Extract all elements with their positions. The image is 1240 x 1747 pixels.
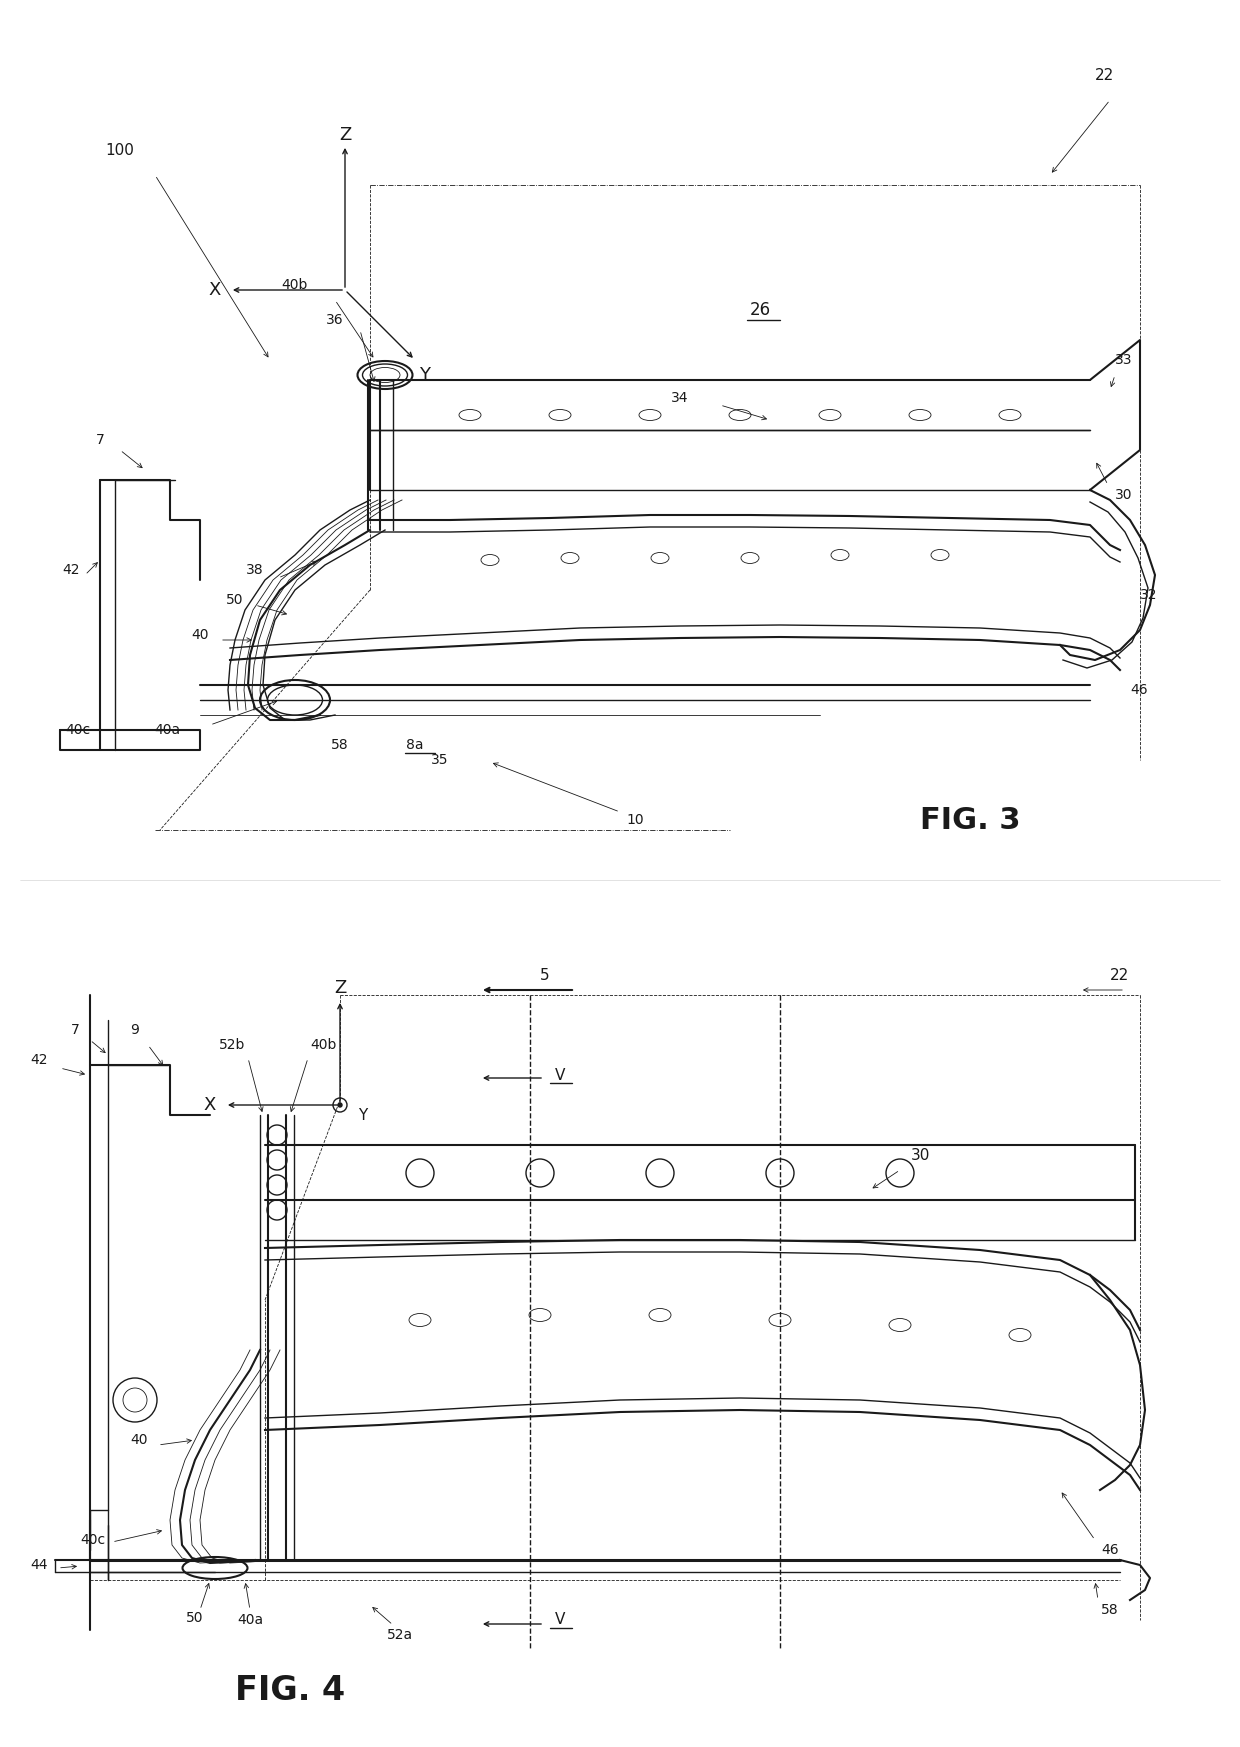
Text: 42: 42	[62, 563, 79, 577]
Text: 50: 50	[226, 592, 244, 606]
Text: 8a: 8a	[407, 737, 424, 751]
Text: 38: 38	[247, 563, 264, 577]
Text: 40c: 40c	[64, 723, 91, 737]
Text: X: X	[208, 281, 221, 299]
Text: 30: 30	[1115, 487, 1132, 501]
Text: 46: 46	[1130, 683, 1148, 697]
Text: 22: 22	[1110, 968, 1130, 982]
Text: V: V	[554, 1067, 565, 1083]
Text: 9: 9	[130, 1024, 139, 1038]
Text: X: X	[203, 1095, 216, 1115]
Text: Z: Z	[334, 978, 346, 998]
Text: 30: 30	[910, 1148, 930, 1162]
Text: 52a: 52a	[387, 1628, 413, 1642]
Text: 5: 5	[541, 968, 549, 982]
Text: 10: 10	[626, 812, 644, 826]
Text: V: V	[554, 1612, 565, 1628]
Text: 33: 33	[1115, 353, 1132, 367]
Text: 100: 100	[105, 143, 134, 157]
Text: 40a: 40a	[154, 723, 180, 737]
Text: 58: 58	[331, 737, 348, 751]
Text: 7: 7	[71, 1024, 79, 1038]
Text: 50: 50	[186, 1611, 203, 1625]
Text: 46: 46	[1101, 1543, 1118, 1557]
Text: 40c: 40c	[79, 1534, 105, 1548]
Text: 42: 42	[31, 1053, 48, 1067]
Text: 36: 36	[326, 313, 343, 327]
Text: FIG. 4: FIG. 4	[234, 1674, 345, 1707]
Text: 40: 40	[191, 627, 208, 641]
Text: 32: 32	[1140, 589, 1157, 603]
Text: Z: Z	[339, 126, 351, 143]
Text: 58: 58	[1101, 1604, 1118, 1618]
Text: 35: 35	[432, 753, 449, 767]
Text: 26: 26	[749, 300, 770, 320]
Text: FIG. 3: FIG. 3	[920, 805, 1021, 835]
Text: Y: Y	[419, 367, 430, 384]
Text: Y: Y	[358, 1108, 367, 1123]
Text: 40b: 40b	[310, 1038, 336, 1052]
Text: 44: 44	[31, 1558, 48, 1572]
Circle shape	[339, 1102, 342, 1108]
Text: 52b: 52b	[218, 1038, 246, 1052]
Text: 22: 22	[1095, 68, 1115, 82]
Text: 40a: 40a	[237, 1612, 263, 1626]
Text: 40b: 40b	[281, 278, 309, 292]
Text: 7: 7	[95, 433, 104, 447]
Text: 40: 40	[130, 1433, 148, 1447]
Text: 34: 34	[671, 391, 688, 405]
